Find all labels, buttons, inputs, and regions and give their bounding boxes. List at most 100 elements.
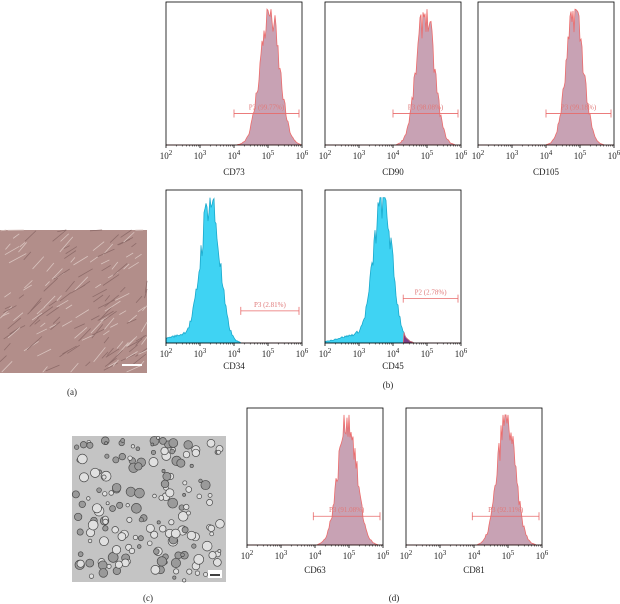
vesicle xyxy=(102,491,108,497)
vesicle xyxy=(92,503,102,514)
vesicle xyxy=(148,457,159,467)
tick-base: 10 xyxy=(194,151,204,161)
gate-label: P2 (2.78%) xyxy=(415,289,448,297)
vesicle xyxy=(169,448,175,455)
tick-exp: 5 xyxy=(352,549,356,557)
cell xyxy=(4,246,20,256)
vesicle xyxy=(99,536,109,546)
tick-exp: 6 xyxy=(617,149,620,157)
x-tick-label: 106 xyxy=(455,347,468,359)
plot-frame xyxy=(477,1,615,146)
cell xyxy=(108,349,123,365)
cell xyxy=(37,348,52,357)
cell xyxy=(104,300,121,312)
tick-base: 10 xyxy=(343,551,353,561)
cell xyxy=(64,250,77,259)
cell xyxy=(49,323,57,329)
vesicle xyxy=(87,538,93,544)
histogram xyxy=(325,9,461,146)
cell xyxy=(59,292,72,302)
x-tick-label: 104 xyxy=(387,347,400,359)
cell xyxy=(29,317,39,327)
cell xyxy=(3,329,18,340)
vesicle xyxy=(182,450,191,459)
vesicle xyxy=(182,578,187,583)
cell xyxy=(46,306,59,317)
vesicle xyxy=(114,560,123,569)
tick-exp: 6 xyxy=(545,549,549,557)
vesicle xyxy=(161,469,166,473)
vesicle xyxy=(76,528,84,536)
cell xyxy=(103,330,110,336)
cell xyxy=(30,297,42,311)
cell xyxy=(97,248,115,257)
vesicle xyxy=(194,570,201,576)
tick-base: 10 xyxy=(262,349,272,359)
tick-base: 10 xyxy=(608,151,618,161)
vesicle xyxy=(134,487,145,499)
vesicle xyxy=(101,474,107,480)
cell xyxy=(56,295,62,301)
cell xyxy=(5,243,11,250)
tick-base: 10 xyxy=(421,151,431,161)
cell xyxy=(74,327,88,339)
panel-label: (d) xyxy=(389,593,400,603)
cell xyxy=(135,348,148,357)
tick-base: 10 xyxy=(228,349,238,359)
vesicle xyxy=(167,497,178,509)
cell xyxy=(45,281,50,287)
panel-label: (a) xyxy=(67,387,77,397)
x-tick-label: 106 xyxy=(608,149,620,161)
vesicle xyxy=(182,493,186,497)
x-tick-label: 102 xyxy=(160,347,173,359)
cell-image xyxy=(0,230,147,373)
vesicle xyxy=(125,503,130,508)
cell xyxy=(70,257,76,263)
cell xyxy=(48,300,57,307)
cell xyxy=(40,322,46,327)
x-tick-label: 105 xyxy=(421,347,434,359)
gate-label: P3 (99.18%) xyxy=(561,104,597,112)
cell xyxy=(24,280,33,289)
vesicle xyxy=(98,560,108,570)
x-tick-label: 106 xyxy=(296,347,309,359)
gated-events xyxy=(402,332,461,344)
vesicle xyxy=(98,568,109,578)
cell xyxy=(53,268,70,280)
vesicle xyxy=(156,556,167,567)
tick-exp: 5 xyxy=(583,149,587,157)
cell xyxy=(108,361,117,367)
cell xyxy=(65,304,73,310)
vesicle xyxy=(160,479,170,489)
vesicle xyxy=(201,540,213,552)
cell xyxy=(52,316,61,324)
vesicle xyxy=(150,442,155,447)
tick-base: 10 xyxy=(536,551,546,561)
vesicle xyxy=(90,467,101,478)
cell xyxy=(3,305,17,313)
vesicle xyxy=(156,435,160,440)
vesicle xyxy=(137,544,142,549)
cell xyxy=(37,306,54,319)
gate-label: P3 (91.08%) xyxy=(329,506,365,514)
x-tick-label: 102 xyxy=(319,149,332,161)
tick-exp: 6 xyxy=(305,347,309,355)
vesicle xyxy=(168,519,175,526)
cell xyxy=(73,255,89,266)
vesicle xyxy=(74,512,83,521)
tick-exp: 5 xyxy=(271,347,275,355)
marker-label: CD63 xyxy=(304,565,326,575)
tick-exp: 5 xyxy=(511,549,515,557)
gate-label: P3 (92.11%) xyxy=(488,506,524,514)
vesicle xyxy=(198,478,203,483)
vesicle xyxy=(159,525,167,533)
tick-base: 10 xyxy=(540,151,550,161)
vesicle xyxy=(102,525,109,532)
cell xyxy=(81,334,94,341)
cell xyxy=(52,229,67,242)
cell xyxy=(56,299,69,308)
tick-exp: 6 xyxy=(305,149,309,157)
tick-base: 10 xyxy=(296,151,306,161)
tick-exp: 3 xyxy=(203,149,207,157)
vesicle xyxy=(111,545,122,555)
